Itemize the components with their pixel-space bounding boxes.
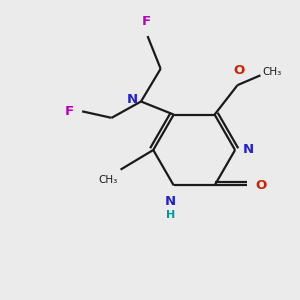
Text: N: N xyxy=(243,143,254,157)
Text: F: F xyxy=(65,105,74,118)
Text: N: N xyxy=(165,195,176,208)
Text: F: F xyxy=(141,15,151,28)
Text: N: N xyxy=(127,93,138,106)
Text: CH₃: CH₃ xyxy=(262,67,281,77)
Text: O: O xyxy=(256,179,267,192)
Text: CH₃: CH₃ xyxy=(98,175,117,184)
Text: O: O xyxy=(233,64,245,77)
Text: H: H xyxy=(166,210,175,220)
